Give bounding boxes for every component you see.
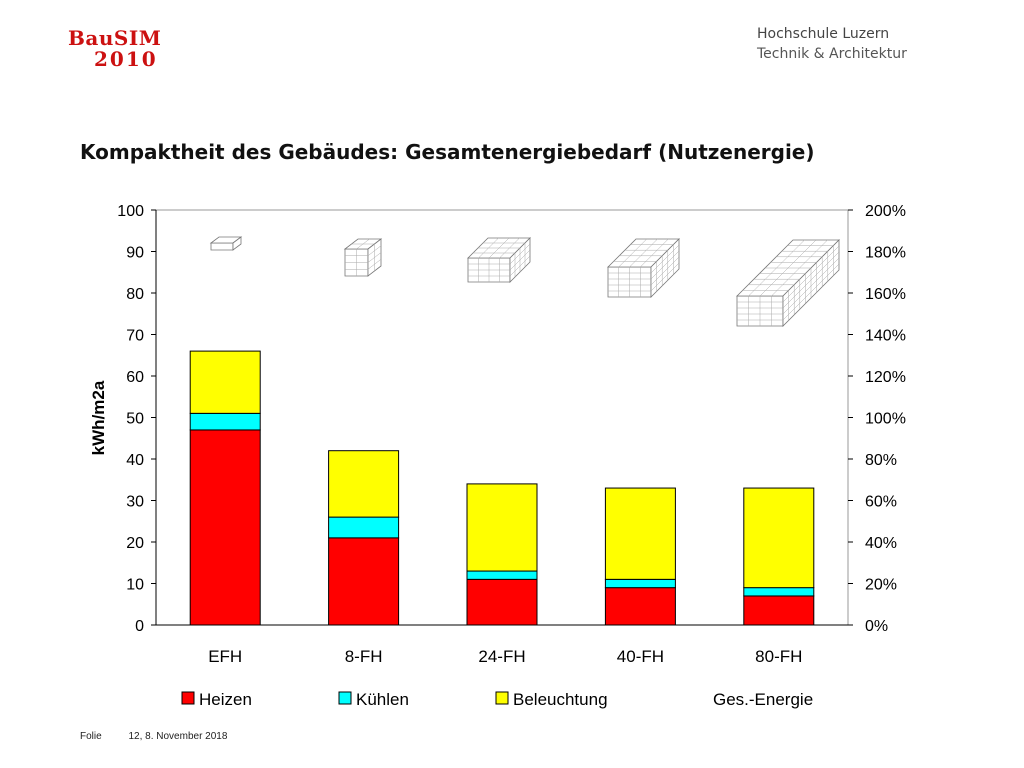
bar-40-fh-kühlen	[604, 578, 676, 589]
logo-year: 2010	[94, 47, 158, 71]
legend-label-ges-energie: Ges.-Energie	[713, 690, 813, 709]
y2-tick-label: 180%	[865, 245, 906, 262]
y-tick-label: 100	[117, 203, 144, 220]
institution-line2: Technik & Architektur	[757, 46, 907, 62]
bar-24-fh-beleuchtung	[466, 483, 538, 572]
legend-label: Kühlen	[356, 690, 409, 709]
x-tick-label: 24-FH	[478, 647, 525, 666]
logo-text: BauSIM	[68, 26, 162, 50]
y-tick-label: 50	[126, 411, 144, 428]
chart-title: Kompaktheit des Gebäudes: Gesamtenergieb…	[80, 140, 815, 164]
building-icon-40-fh	[607, 238, 680, 298]
y-tick-label: 70	[126, 328, 144, 345]
bar-40-fh-beleuchtung	[604, 487, 676, 580]
y-tick-label: 60	[126, 369, 144, 386]
legend-swatch-beleuchtung	[495, 691, 509, 705]
y2-tick-label: 100%	[865, 411, 906, 428]
y-tick-label: 80	[126, 286, 144, 303]
x-tick-label: 40-FH	[617, 647, 664, 666]
y-tick-label: 40	[126, 452, 144, 469]
building-icon-efh	[209, 236, 243, 251]
bar-24-fh-kühlen	[466, 570, 538, 580]
y-tick-label: 20	[126, 535, 144, 552]
bar-8-fh-kühlen	[328, 516, 400, 539]
y-tick-label: 0	[135, 618, 144, 635]
bar-40-fh-heizen	[604, 587, 676, 626]
y2-tick-label: 20%	[865, 577, 897, 594]
legend-label: Heizen	[199, 690, 252, 709]
y2-tick-label: 40%	[865, 535, 897, 552]
legend-swatch-kühlen	[338, 691, 352, 705]
x-tick-label: 80-FH	[755, 647, 802, 666]
bausim-logo: BauSIM 2010	[68, 28, 161, 69]
legend-swatch-heizen	[181, 691, 195, 705]
bar-80-fh-beleuchtung	[743, 487, 815, 589]
bar-8-fh-beleuchtung	[328, 450, 400, 518]
building-icon-8-fh	[343, 238, 383, 277]
chart-legend: Heizen Kühlen Beleuchtung Ges.-Energie	[181, 690, 813, 709]
footer-page-date: 12, 8. November 2018	[128, 731, 228, 742]
building-icons	[209, 236, 840, 327]
bar-24-fh-heizen	[466, 578, 538, 626]
y-tick-label: 10	[126, 577, 144, 594]
bar-8-fh-heizen	[328, 537, 400, 626]
x-tick-label: EFH	[208, 647, 242, 666]
y-axis-label: kWh/m2a	[89, 380, 108, 455]
institution-line1: Hochschule Luzern	[757, 26, 890, 42]
y2-tick-label: 0%	[865, 618, 888, 635]
y2-tick-label: 60%	[865, 494, 897, 511]
x-tick-label: 8-FH	[345, 647, 383, 666]
y-tick-label: 30	[126, 494, 144, 511]
bar-80-fh-heizen	[743, 595, 815, 626]
bar-efh-kühlen	[189, 412, 261, 431]
footer: Folie 12, 8. November 2018	[80, 731, 227, 742]
y2-tick-label: 80%	[865, 452, 897, 469]
bar-efh-beleuchtung	[189, 350, 261, 414]
y2-tick-label: 160%	[865, 286, 906, 303]
legend-label: Beleuchtung	[513, 690, 608, 709]
bar-efh-heizen	[189, 429, 261, 626]
y2-tick-label: 140%	[865, 328, 906, 345]
building-icon-24-fh	[467, 237, 531, 283]
y2-tick-label: 200%	[865, 203, 906, 220]
y-tick-label: 90	[126, 245, 144, 262]
building-icon-80-fh	[736, 239, 840, 327]
institution-name: Hochschule Luzern Technik & Architektur	[757, 24, 907, 64]
bar-80-fh-kühlen	[743, 587, 815, 597]
y2-tick-label: 120%	[865, 369, 906, 386]
footer-label: Folie	[80, 731, 102, 742]
